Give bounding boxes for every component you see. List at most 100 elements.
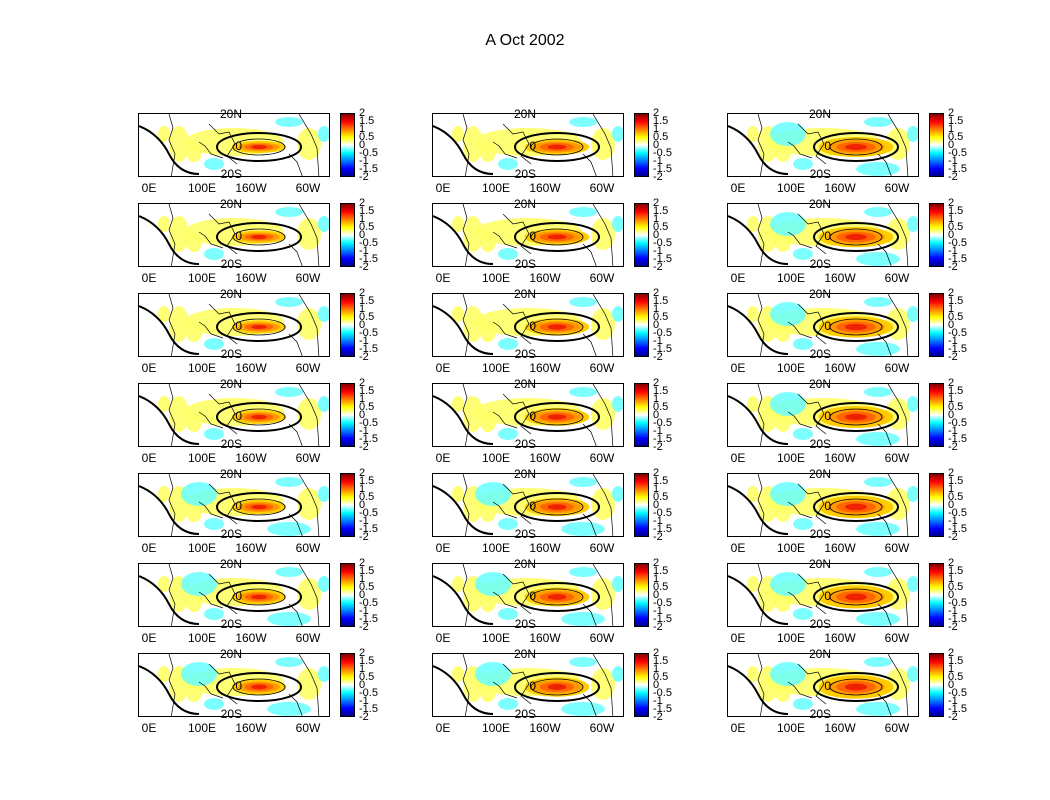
contour-line	[829, 138, 883, 156]
map-panel: 20N 0 20S 0E 100E 160W 60W 2 1.5 1 0.5 0 -0.5 -1 -1.5-…	[138, 287, 438, 377]
coastline	[208, 303, 238, 345]
anomaly-warm-core	[845, 503, 867, 511]
x-tick-label: 100E	[776, 541, 806, 555]
anomaly-weak-positive	[463, 216, 483, 252]
anomaly-weak-positive	[297, 308, 321, 340]
colorbar	[634, 653, 649, 717]
x-tick-label: 100E	[776, 451, 806, 465]
map-field	[728, 204, 918, 266]
y-tick-label: 20S	[809, 437, 831, 451]
coastline	[592, 564, 614, 626]
colorbar-tick-label: -1	[948, 155, 958, 167]
map-axes	[138, 203, 330, 267]
colorbar-tick-label: -2	[948, 351, 958, 363]
anomaly-negative	[181, 482, 217, 506]
coastline	[168, 294, 176, 356]
map-panel: 20N 0 20S 0E 100E 160W 60W 2 1.5 1 0.5 0 -0.5 -1 -1.5-…	[432, 467, 732, 557]
y-tick-label: 20S	[514, 437, 536, 451]
colorbar-tick-label: -1.5	[948, 253, 967, 265]
y-tick-label: 20S	[220, 527, 242, 541]
colorbar-tick-label: 1.5	[948, 295, 964, 307]
map-axes	[138, 293, 330, 357]
coastline	[462, 114, 470, 176]
colorbar-tick-label: -0.5	[948, 597, 967, 609]
coastline	[298, 204, 320, 266]
y-tick-label: 20S	[220, 617, 242, 631]
coastline	[592, 654, 614, 716]
anomaly-negative	[864, 477, 892, 487]
anomaly-weak-positive	[452, 486, 464, 502]
y-tick-label: 0	[235, 499, 242, 513]
x-tick-label: 0E	[730, 541, 746, 555]
map-panel: 20N 0 20S 0E 100E 160W 60W 2 1.5 1 0.5 0 -0.5 -1 -1.5-…	[727, 377, 1027, 467]
x-tick-label: 100E	[481, 451, 511, 465]
colorbar-tick-label: -0.5	[653, 327, 672, 339]
coastline	[592, 474, 614, 536]
zero-contour	[813, 492, 899, 522]
colorbar-tick-label: 1.5	[948, 475, 964, 487]
x-tick-label: 160W	[824, 541, 856, 555]
colorbar-tick-label: -1.5	[359, 343, 378, 355]
colorbar-tick-label: -1	[653, 335, 663, 347]
anomaly-negative	[181, 662, 217, 686]
coastline	[298, 654, 320, 716]
anomaly-warm-core	[251, 504, 267, 510]
anomaly-weak-positive	[747, 306, 759, 322]
coastline	[492, 591, 518, 609]
anomaly-negative	[569, 657, 597, 667]
anomaly-weak-positive	[747, 486, 759, 502]
coastline	[492, 411, 518, 429]
zero-contour	[728, 125, 789, 175]
zero-contour	[216, 672, 302, 702]
colorbar-tick-label: -1.5	[948, 613, 967, 625]
contour-line	[530, 138, 584, 156]
coastline	[492, 231, 518, 249]
colorbar-tick-label: -1.5	[948, 343, 967, 355]
x-tick-label: 0E	[141, 721, 157, 735]
y-tick-label: 0	[235, 139, 242, 153]
colorbar-tick-label: 0.5	[948, 671, 964, 683]
x-tick-label: 160W	[235, 181, 267, 195]
colorbar-tick-label: 0.5	[359, 671, 375, 683]
colorbar-tick-label: 0.5	[653, 311, 669, 323]
zero-contour	[514, 312, 600, 342]
colorbar-tick-label: -2	[653, 441, 663, 453]
anomaly-negative	[770, 572, 806, 596]
anomaly-warm-core	[251, 145, 267, 149]
coastline	[887, 654, 909, 716]
colorbar-tick-label: -2	[653, 711, 663, 723]
y-tick-label: 20N	[219, 647, 242, 661]
colorbar-tick-label: -0.5	[359, 327, 378, 339]
colorbar	[340, 113, 355, 177]
colorbar-tick-label: 0	[948, 679, 955, 691]
zero-contour	[433, 575, 494, 625]
anomaly-negative	[856, 432, 900, 446]
y-tick-label: 20S	[220, 437, 242, 451]
anomaly-negative	[569, 297, 597, 307]
anomaly-negative	[267, 522, 311, 536]
colorbar-tick-label: 2	[653, 647, 660, 659]
colorbar-tick-label: -1.5	[359, 253, 378, 265]
colorbar-tick-label: -0.5	[359, 597, 378, 609]
map-field	[139, 654, 329, 716]
zero-contour	[514, 582, 600, 612]
colorbar-tick-label: -0.5	[653, 147, 672, 159]
anomaly-warm-core	[547, 234, 567, 240]
contour-line	[829, 588, 883, 606]
colorbar-tick-label: -1.5	[653, 433, 672, 445]
colorbar-tick-label: -0.5	[653, 417, 672, 429]
anomaly-negative	[569, 387, 597, 397]
anomaly-weak-positive	[297, 578, 321, 610]
anomaly-negative	[907, 306, 918, 322]
colorbar-tick-label: 0	[653, 229, 660, 241]
map-field	[433, 654, 623, 716]
map-field	[728, 564, 918, 626]
anomaly-weak-positive	[463, 126, 483, 162]
coastline	[462, 654, 470, 716]
colorbar	[340, 383, 355, 447]
colorbar-tick-label: -1	[653, 245, 663, 257]
map-panel: 20N 0 20S 0E 100E 160W 60W 2 1.5 1 0.5 0 -0.5 -1 -1.5-…	[432, 287, 732, 377]
y-tick-label: 20N	[513, 647, 536, 661]
x-tick-label: 0E	[730, 181, 746, 195]
coastline	[168, 564, 176, 626]
